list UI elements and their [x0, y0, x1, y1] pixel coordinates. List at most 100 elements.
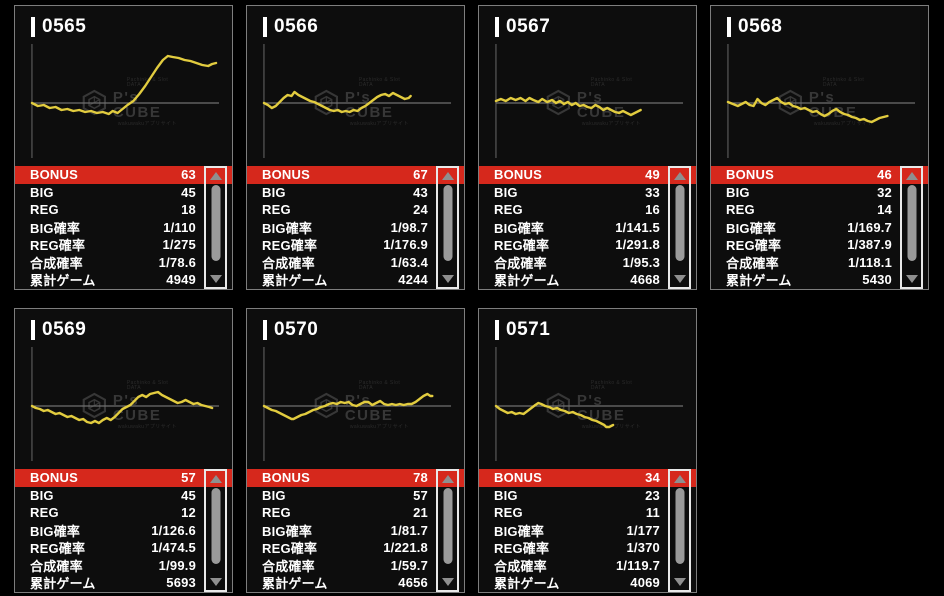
slump-graph: Pachinko & Slot DATA P's CUBE wakuwakuアプ…: [261, 44, 453, 158]
panel-header: 0570: [263, 319, 464, 341]
scroll-up-arrow-icon[interactable]: [673, 475, 686, 483]
table-scrollbar[interactable]: [204, 166, 227, 289]
machine-panel[interactable]: 0568 Pachinko & Slot DATA P's CUBE wakuw…: [710, 5, 929, 290]
slump-line-series: [30, 390, 214, 425]
scroll-up-arrow-icon[interactable]: [905, 172, 918, 180]
slump-line-series: [30, 54, 218, 116]
slump-line-series: [262, 90, 412, 114]
title-tick-bar: [263, 17, 267, 37]
total-games-value: 4069: [630, 575, 660, 591]
scroll-up-arrow-icon[interactable]: [209, 172, 222, 180]
table-scrollbar[interactable]: [204, 469, 227, 592]
combined-rate-value: 1/59.7: [390, 557, 428, 573]
scroll-down-arrow-icon[interactable]: [673, 275, 686, 283]
stats-table: BONUS 34 BIG 23 REG 11 BIG確率 1/177 REG確率…: [479, 469, 696, 592]
scroll-down-arrow-icon[interactable]: [905, 275, 918, 283]
scroll-up-arrow-icon[interactable]: [209, 475, 222, 483]
machine-panel[interactable]: 0569 Pachinko & Slot DATA P's CUBE wakuw…: [14, 308, 233, 593]
slump-graph-plot: [494, 347, 684, 461]
slump-graph-plot: [262, 44, 452, 158]
scroll-up-arrow-icon[interactable]: [673, 172, 686, 180]
scrollbar-thumb[interactable]: [675, 488, 684, 564]
reg-value: 16: [645, 202, 660, 218]
slump-graph-plot: [726, 44, 916, 158]
title-tick-bar: [263, 320, 267, 340]
panel-header: 0568: [727, 16, 928, 38]
table-row-reg-rate: REG確率 1/387.9: [711, 236, 928, 254]
scroll-down-arrow-icon[interactable]: [441, 275, 454, 283]
machine-panel[interactable]: 0566 Pachinko & Slot DATA P's CUBE wakuw…: [246, 5, 465, 290]
table-row-big-rate: BIG確率 1/141.5: [479, 219, 696, 237]
bonus-value: 57: [181, 470, 196, 486]
scroll-up-arrow-icon[interactable]: [441, 172, 454, 180]
combined-rate-label: 合成確率: [726, 255, 779, 271]
big-label: BIG: [262, 184, 286, 200]
slump-graph: Pachinko & Slot DATA P's CUBE wakuwakuアプ…: [29, 347, 221, 461]
machine-number: 0565: [42, 16, 87, 37]
table-row-bonus: BONUS 67: [247, 166, 464, 184]
table-row-total-games: 累計ゲーム 4668: [479, 271, 696, 289]
big-rate-label: BIG確率: [494, 220, 545, 236]
big-label: BIG: [726, 184, 750, 200]
slump-graph: Pachinko & Slot DATA P's CUBE wakuwakuアプ…: [493, 347, 685, 461]
reg-label: REG: [726, 202, 755, 218]
combined-rate-label: 合成確率: [262, 558, 315, 574]
total-games-label: 累計ゲーム: [262, 273, 328, 289]
table-row-bonus: BONUS 49: [479, 166, 696, 184]
table-scrollbar[interactable]: [900, 166, 923, 289]
panel-header: 0569: [31, 319, 232, 341]
machine-number: 0571: [506, 319, 551, 340]
bonus-value: 63: [181, 167, 196, 183]
table-row-combined-rate: 合成確率 1/59.7: [247, 557, 464, 575]
combined-rate-value: 1/63.4: [390, 254, 428, 270]
table-row-big: BIG 43: [247, 184, 464, 202]
slump-graph: Pachinko & Slot DATA P's CUBE wakuwakuアプ…: [493, 44, 685, 158]
bonus-value: 34: [645, 470, 660, 486]
table-row-big-rate: BIG確率 1/110: [15, 219, 232, 237]
table-scrollbar[interactable]: [436, 469, 459, 592]
scrollbar-thumb[interactable]: [211, 185, 220, 261]
table-scrollbar[interactable]: [668, 166, 691, 289]
combined-rate-value: 1/119.7: [615, 557, 660, 573]
scroll-down-arrow-icon[interactable]: [673, 578, 686, 586]
reg-rate-label: REG確率: [30, 541, 86, 557]
big-rate-value: 1/126.6: [151, 522, 196, 538]
big-value: 45: [181, 184, 196, 200]
table-row-reg-rate: REG確率 1/275: [15, 236, 232, 254]
combined-rate-value: 1/118.1: [847, 254, 892, 270]
reg-rate-label: REG確率: [30, 238, 86, 254]
reg-value: 18: [181, 202, 196, 218]
slump-graph: Pachinko & Slot DATA P's CUBE wakuwakuアプ…: [725, 44, 917, 158]
scrollbar-thumb[interactable]: [443, 488, 452, 564]
table-scrollbar[interactable]: [436, 166, 459, 289]
table-row-reg: REG 11: [479, 504, 696, 522]
scrollbar-thumb[interactable]: [443, 185, 452, 261]
table-row-combined-rate: 合成確率 1/95.3: [479, 254, 696, 272]
machine-panel[interactable]: 0571 Pachinko & Slot DATA P's CUBE wakuw…: [478, 308, 697, 593]
scroll-up-arrow-icon[interactable]: [441, 475, 454, 483]
bonus-value: 67: [413, 167, 428, 183]
scroll-down-arrow-icon[interactable]: [209, 275, 222, 283]
table-row-bonus: BONUS 78: [247, 469, 464, 487]
table-row-combined-rate: 合成確率 1/78.6: [15, 254, 232, 272]
scrollbar-thumb[interactable]: [211, 488, 220, 564]
machine-panel[interactable]: 0570 Pachinko & Slot DATA P's CUBE wakuw…: [246, 308, 465, 593]
scrollbar-thumb[interactable]: [675, 185, 684, 261]
slump-graph-plot: [30, 44, 220, 158]
reg-label: REG: [494, 505, 523, 521]
machine-panel[interactable]: 0567 Pachinko & Slot DATA P's CUBE wakuw…: [478, 5, 697, 290]
machine-panel[interactable]: 0565 Pachinko & Slot DATA P's CUBE wakuw…: [14, 5, 233, 290]
reg-value: 11: [645, 505, 660, 521]
scroll-down-arrow-icon[interactable]: [441, 578, 454, 586]
big-rate-value: 1/177: [626, 522, 660, 538]
machine-number: 0569: [42, 319, 87, 340]
big-value: 23: [645, 487, 660, 503]
table-row-reg-rate: REG確率 1/474.5: [15, 539, 232, 557]
table-scrollbar[interactable]: [668, 469, 691, 592]
total-games-label: 累計ゲーム: [726, 273, 792, 289]
panel-header: 0567: [495, 16, 696, 38]
stats-table: BONUS 63 BIG 45 REG 18 BIG確率 1/110 REG確率…: [15, 166, 232, 289]
scroll-down-arrow-icon[interactable]: [209, 578, 222, 586]
scrollbar-thumb[interactable]: [907, 185, 916, 261]
stats-table: BONUS 57 BIG 45 REG 12 BIG確率 1/126.6 REG…: [15, 469, 232, 592]
